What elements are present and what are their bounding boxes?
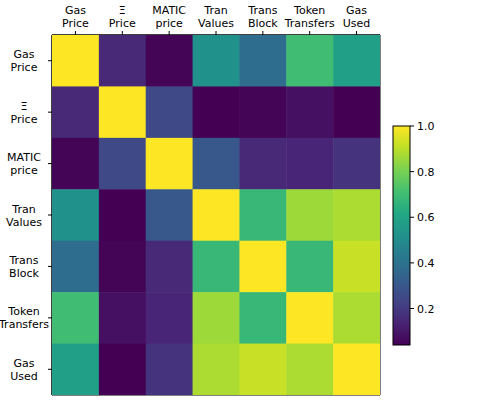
svg-text:TransBlock: TransBlock xyxy=(8,254,39,280)
svg-text:TokenTransfers: TokenTransfers xyxy=(284,4,335,30)
svg-text:GasPrice: GasPrice xyxy=(11,48,38,74)
svg-text:ΞPrice: ΞPrice xyxy=(109,4,136,30)
svg-text:0.4: 0.4 xyxy=(417,257,435,270)
svg-text:TranValues: TranValues xyxy=(8,203,42,229)
svg-text:MATICprice: MATICprice xyxy=(8,151,41,177)
svg-text:1.0: 1.0 xyxy=(417,120,435,133)
svg-text:GasUsed: GasUsed xyxy=(10,357,38,383)
svg-text:ΞPrice: ΞPrice xyxy=(11,100,38,126)
svg-text:GasPrice: GasPrice xyxy=(62,4,89,30)
svg-text:TokenTransfers: TokenTransfers xyxy=(8,305,49,331)
svg-text:MATICprice: MATICprice xyxy=(152,4,186,30)
svg-text:0.6: 0.6 xyxy=(417,211,435,224)
svg-text:0.8: 0.8 xyxy=(417,166,435,179)
svg-text:GasUsed: GasUsed xyxy=(343,4,371,30)
svg-text:TranValues: TranValues xyxy=(198,4,234,30)
svg-text:0.2: 0.2 xyxy=(417,303,435,316)
svg-text:TransBlock: TransBlock xyxy=(247,4,278,30)
